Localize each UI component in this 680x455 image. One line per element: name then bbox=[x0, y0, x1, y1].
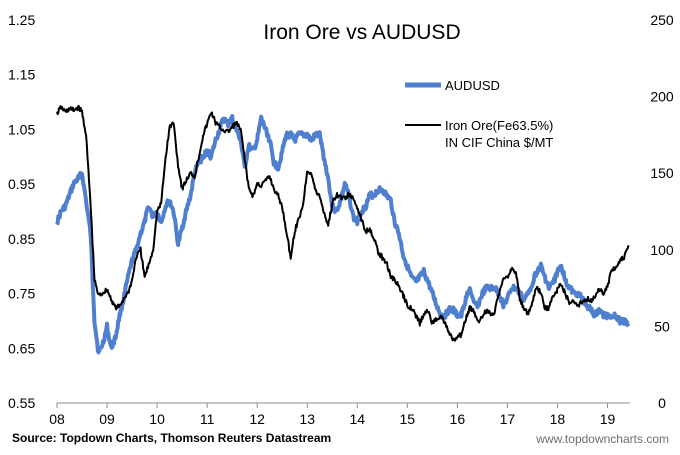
y-left-tick-label: 0.85 bbox=[8, 231, 35, 247]
legend-label-iron-ore: Iron Ore(Fe63.5%) IN CIF China $/MT bbox=[445, 118, 553, 150]
y-right-tick-label: 250 bbox=[650, 12, 674, 28]
legend: AUDUSD Iron Ore(Fe63.5%) IN CIF China $/MT bbox=[405, 78, 553, 150]
y-right-tick-label: 0 bbox=[658, 395, 666, 411]
y-left-tick-label: 0.65 bbox=[8, 340, 35, 356]
plot-area bbox=[55, 104, 631, 355]
y-left-tick-label: 1.05 bbox=[8, 121, 35, 137]
y-left-tick-label: 0.95 bbox=[8, 176, 35, 192]
y-right-tick-label: 200 bbox=[650, 89, 674, 105]
y-right-tick-label: 50 bbox=[654, 318, 670, 334]
y-left-axis: 0.55 0.65 0.75 0.85 0.95 1.05 1.15 1.25 bbox=[8, 12, 35, 411]
x-axis: 08 09 10 11 12 13 14 15 16 17 18 19 bbox=[49, 402, 630, 427]
website-credit: www.topdowncharts.com bbox=[536, 432, 669, 446]
y-left-tick-label: 1.25 bbox=[8, 12, 35, 28]
x-tick-label: 13 bbox=[299, 411, 315, 427]
x-tick-label: 08 bbox=[49, 411, 65, 427]
y-right-tick-label: 150 bbox=[650, 165, 674, 181]
x-tick-label: 19 bbox=[600, 411, 616, 427]
x-tick-label: 11 bbox=[200, 411, 215, 427]
x-tick-label: 12 bbox=[249, 411, 265, 427]
y-left-tick-label: 0.55 bbox=[8, 395, 35, 411]
source-note: Source: Topdown Charts, Thomson Reuters … bbox=[12, 431, 332, 445]
x-tick-label: 17 bbox=[500, 411, 516, 427]
chart-title: Iron Ore vs AUDUSD bbox=[263, 21, 460, 44]
y-left-tick-label: 0.75 bbox=[8, 286, 35, 302]
legend-label-audusd: AUDUSD bbox=[445, 78, 500, 93]
series-line-iron-ore bbox=[56, 104, 630, 342]
y-right-axis: 0 50 100 150 200 250 bbox=[650, 12, 674, 411]
x-tick-label: 15 bbox=[400, 411, 416, 427]
series-line-audusd bbox=[55, 114, 631, 355]
x-tick-label: 16 bbox=[450, 411, 466, 427]
y-right-tick-label: 100 bbox=[650, 242, 674, 258]
x-tick-label: 14 bbox=[349, 411, 365, 427]
x-tick-label: 10 bbox=[149, 411, 165, 427]
x-tick-label: 09 bbox=[99, 411, 115, 427]
y-left-tick-label: 1.15 bbox=[8, 67, 35, 83]
x-tick-label: 18 bbox=[550, 411, 566, 427]
